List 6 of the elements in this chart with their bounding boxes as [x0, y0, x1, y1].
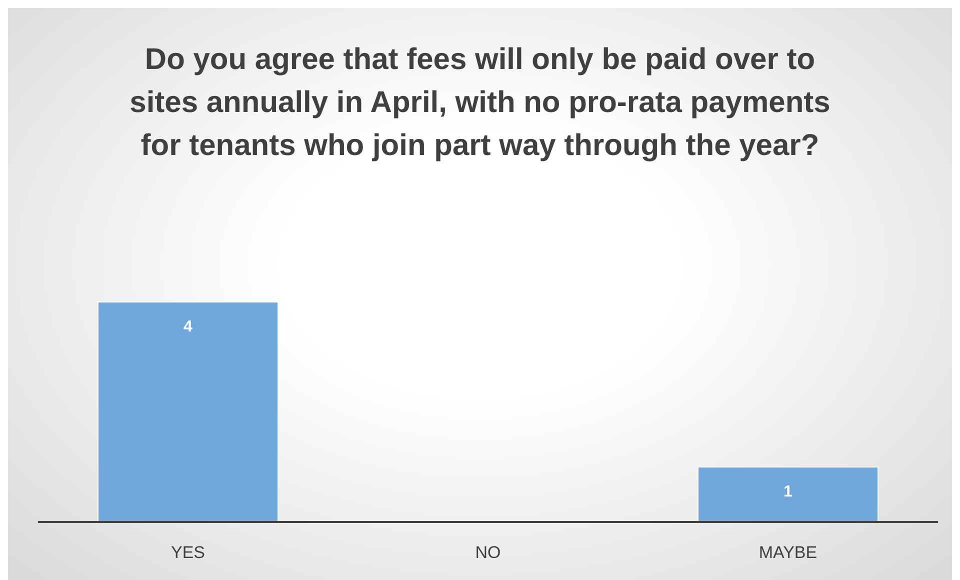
x-tick-label: NO: [475, 543, 501, 562]
x-tick-label: MAYBE: [758, 543, 818, 562]
chart-title: Do you agree that fees will only be paid over to sites annually in April, with no pro-rata payments for tenants who join part way through the year?: [128, 42, 832, 164]
x-tick-label: YES: [170, 543, 206, 562]
data-label: 1: [784, 483, 793, 500]
data-label: 4: [184, 318, 193, 336]
